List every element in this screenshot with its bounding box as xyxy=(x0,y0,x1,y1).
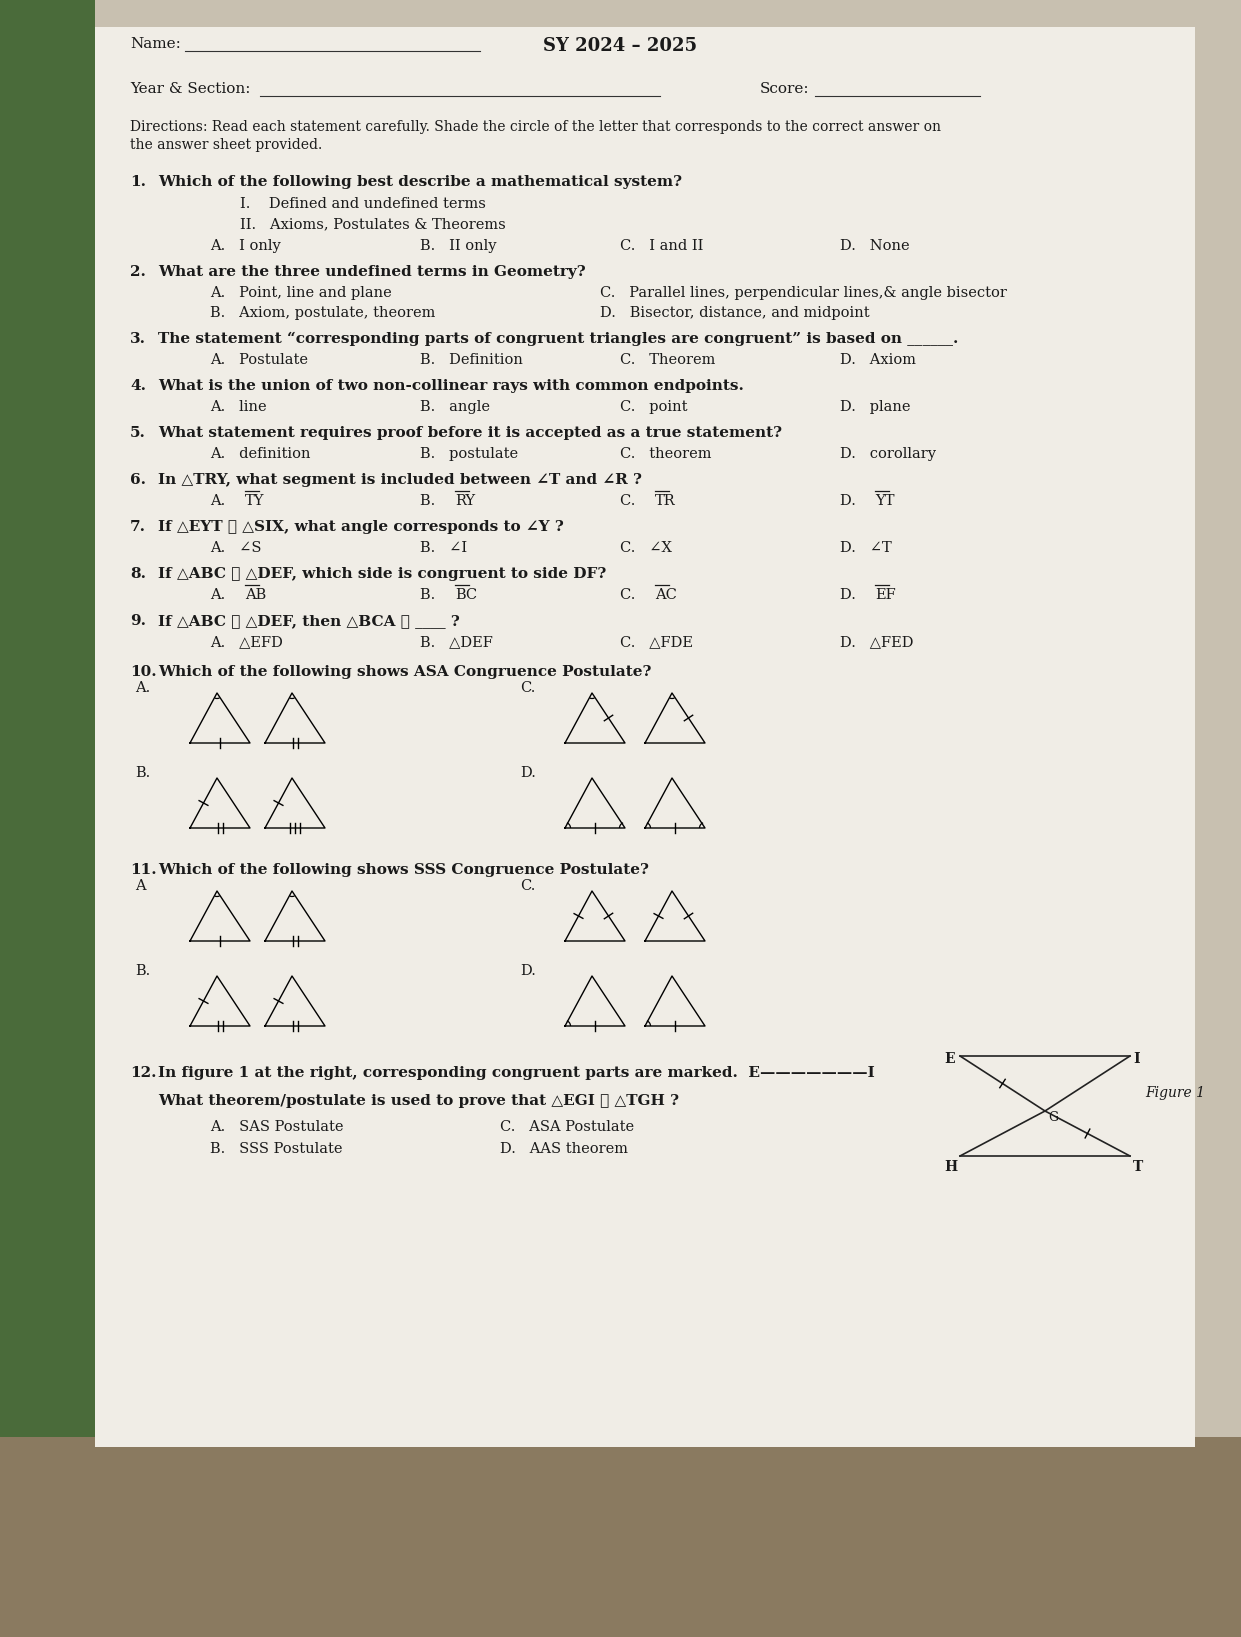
Text: EF: EF xyxy=(875,588,896,602)
Text: What statement requires proof before it is accepted as a true statement?: What statement requires proof before it … xyxy=(158,426,782,440)
Text: TR: TR xyxy=(655,494,675,507)
Text: If △EYT ≅ △SIX, what angle corresponds to ∠Y ?: If △EYT ≅ △SIX, what angle corresponds t… xyxy=(158,521,563,534)
Text: B.: B. xyxy=(135,766,150,779)
Text: What theorem/postulate is used to prove that △EGI ≅ △TGH ?: What theorem/postulate is used to prove … xyxy=(158,1094,679,1108)
Text: YT: YT xyxy=(875,494,895,507)
Text: A.: A. xyxy=(210,588,240,602)
Text: D.   △FED: D. △FED xyxy=(840,635,913,648)
Text: A.   △EFD: A. △EFD xyxy=(210,635,283,648)
Text: D.   ∠T: D. ∠T xyxy=(840,540,892,555)
Text: TY: TY xyxy=(244,494,264,507)
Text: Figure 1: Figure 1 xyxy=(1145,1085,1205,1100)
Text: D.: D. xyxy=(520,766,536,779)
Text: C.: C. xyxy=(620,494,649,507)
Text: D.   plane: D. plane xyxy=(840,399,911,414)
Text: 8.: 8. xyxy=(130,566,146,581)
Text: 6.: 6. xyxy=(130,473,146,486)
Text: B.   Definition: B. Definition xyxy=(419,354,522,367)
Text: 10.: 10. xyxy=(130,665,156,679)
Text: E: E xyxy=(944,1053,954,1066)
Text: the answer sheet provided.: the answer sheet provided. xyxy=(130,138,323,152)
Text: 4.: 4. xyxy=(130,380,146,393)
Text: G: G xyxy=(1047,1112,1059,1125)
Text: A.   Postulate: A. Postulate xyxy=(210,354,308,367)
Text: A.: A. xyxy=(135,681,150,696)
Text: C.   Theorem: C. Theorem xyxy=(620,354,715,367)
Text: AB: AB xyxy=(244,588,267,602)
Text: C.   point: C. point xyxy=(620,399,688,414)
Text: 7.: 7. xyxy=(130,521,146,534)
Text: 3.: 3. xyxy=(130,332,146,345)
Text: C.   ∠X: C. ∠X xyxy=(620,540,671,555)
Text: C.: C. xyxy=(620,588,649,602)
Text: D.: D. xyxy=(520,964,536,977)
Text: C.   △FDE: C. △FDE xyxy=(620,635,692,648)
Text: 1.: 1. xyxy=(130,175,146,188)
FancyBboxPatch shape xyxy=(0,0,96,1637)
FancyBboxPatch shape xyxy=(0,1437,1241,1637)
Text: A.: A. xyxy=(210,494,240,507)
Text: D.   corollary: D. corollary xyxy=(840,447,936,462)
Text: D.: D. xyxy=(840,494,870,507)
Text: A.   line: A. line xyxy=(210,399,267,414)
Text: B.   Axiom, postulate, theorem: B. Axiom, postulate, theorem xyxy=(210,306,436,319)
Text: A: A xyxy=(135,879,145,894)
Text: D.   AAS theorem: D. AAS theorem xyxy=(500,1143,628,1156)
Text: AC: AC xyxy=(655,588,676,602)
Text: A.   Point, line and plane: A. Point, line and plane xyxy=(210,286,392,300)
Text: C.   I and II: C. I and II xyxy=(620,239,704,254)
Text: If △ABC ≅ △DEF, then △BCA ≅ ____ ?: If △ABC ≅ △DEF, then △BCA ≅ ____ ? xyxy=(158,614,459,629)
Text: In △TRY, what segment is included between ∠T and ∠R ?: In △TRY, what segment is included betwee… xyxy=(158,473,642,486)
Text: B.: B. xyxy=(419,494,449,507)
Text: B.   △DEF: B. △DEF xyxy=(419,635,493,648)
Text: I: I xyxy=(1133,1053,1139,1066)
Text: B.   SSS Postulate: B. SSS Postulate xyxy=(210,1143,343,1156)
Text: Year & Section:: Year & Section: xyxy=(130,82,251,97)
Text: C.   theorem: C. theorem xyxy=(620,447,711,462)
Text: D.: D. xyxy=(840,588,870,602)
Text: SY 2024 – 2025: SY 2024 – 2025 xyxy=(544,38,697,56)
Text: 12.: 12. xyxy=(130,1066,156,1080)
Text: H: H xyxy=(944,1161,957,1174)
Text: C.: C. xyxy=(520,681,535,696)
Text: 2.: 2. xyxy=(130,265,146,278)
Text: RY: RY xyxy=(455,494,475,507)
Text: 5.: 5. xyxy=(130,426,146,440)
Text: II.   Axioms, Postulates & Theorems: II. Axioms, Postulates & Theorems xyxy=(240,218,506,231)
Text: A.   ∠S: A. ∠S xyxy=(210,540,262,555)
Text: Score:: Score: xyxy=(759,82,809,97)
Text: Which of the following shows ASA Congruence Postulate?: Which of the following shows ASA Congrue… xyxy=(158,665,652,679)
Text: A.   SAS Postulate: A. SAS Postulate xyxy=(210,1120,344,1134)
FancyBboxPatch shape xyxy=(96,26,1195,1447)
Text: B.: B. xyxy=(419,588,449,602)
Text: B.   postulate: B. postulate xyxy=(419,447,519,462)
Text: C.   Parallel lines, perpendicular lines,& angle bisector: C. Parallel lines, perpendicular lines,&… xyxy=(599,286,1006,300)
Text: B.   II only: B. II only xyxy=(419,239,496,254)
Text: Which of the following best describe a mathematical system?: Which of the following best describe a m… xyxy=(158,175,683,188)
Text: C.: C. xyxy=(520,879,535,894)
Text: D.   None: D. None xyxy=(840,239,910,254)
Text: D.   Bisector, distance, and midpoint: D. Bisector, distance, and midpoint xyxy=(599,306,870,319)
Text: 9.: 9. xyxy=(130,614,146,629)
Text: A.   I only: A. I only xyxy=(210,239,280,254)
Text: 11.: 11. xyxy=(130,863,156,877)
Text: Which of the following shows SSS Congruence Postulate?: Which of the following shows SSS Congrue… xyxy=(158,863,649,877)
Text: I.    Defined and undefined terms: I. Defined and undefined terms xyxy=(240,196,486,211)
Text: B.: B. xyxy=(135,964,150,977)
Text: What are the three undefined terms in Geometry?: What are the three undefined terms in Ge… xyxy=(158,265,586,278)
Text: D.   Axiom: D. Axiom xyxy=(840,354,916,367)
Text: Name:: Name: xyxy=(130,38,181,51)
Text: T: T xyxy=(1133,1161,1143,1174)
Text: BC: BC xyxy=(455,588,477,602)
Text: What is the union of two non-collinear rays with common endpoints.: What is the union of two non-collinear r… xyxy=(158,380,743,393)
Text: The statement “corresponding parts of congruent triangles are congruent” is base: The statement “corresponding parts of co… xyxy=(158,332,958,347)
Text: B.   angle: B. angle xyxy=(419,399,490,414)
Text: C.   ASA Postulate: C. ASA Postulate xyxy=(500,1120,634,1134)
Text: If △ABC ≅ △DEF, which side is congruent to side DF?: If △ABC ≅ △DEF, which side is congruent … xyxy=(158,566,607,581)
Text: In figure 1 at the right, corresponding congruent parts are marked.  E———————I: In figure 1 at the right, corresponding … xyxy=(158,1066,875,1080)
Text: Directions: Read each statement carefully. Shade the circle of the letter that c: Directions: Read each statement carefull… xyxy=(130,120,941,134)
Text: A.   definition: A. definition xyxy=(210,447,310,462)
Text: B.   ∠I: B. ∠I xyxy=(419,540,467,555)
